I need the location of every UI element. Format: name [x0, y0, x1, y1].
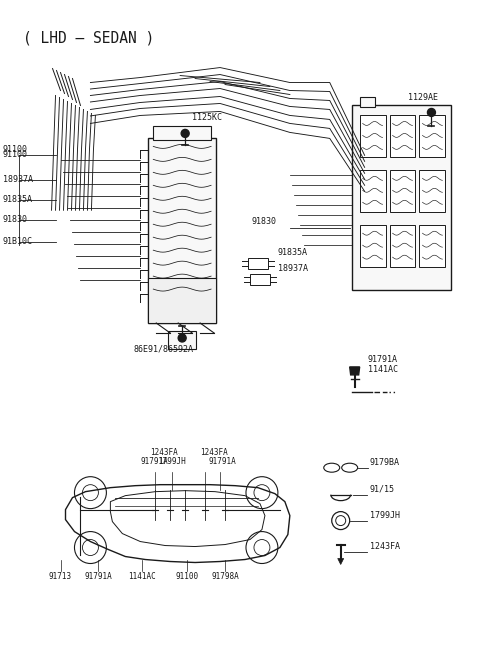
Text: 91B10C: 91B10C — [3, 237, 33, 246]
Bar — [148, 139, 216, 323]
Bar — [168, 331, 196, 349]
Bar — [360, 116, 385, 158]
Circle shape — [181, 129, 189, 137]
Bar — [360, 97, 374, 108]
Text: 91100: 91100 — [176, 572, 199, 581]
Text: ( LHD – SEDAN ): ( LHD – SEDAN ) — [23, 31, 154, 45]
Circle shape — [178, 334, 186, 342]
Text: 91835A: 91835A — [3, 194, 33, 204]
Text: 91/15: 91/15 — [370, 485, 395, 493]
Text: 1125KC: 1125KC — [192, 114, 222, 122]
Bar — [390, 170, 416, 212]
Bar — [360, 170, 385, 212]
Bar — [148, 278, 216, 323]
Text: 91798A: 91798A — [211, 572, 239, 581]
Text: 1129AE: 1129AE — [408, 93, 437, 102]
Text: 91791A: 91791A — [84, 572, 112, 581]
Text: 1799JH: 1799JH — [158, 457, 186, 466]
Text: 1141AC: 1141AC — [368, 365, 397, 374]
Bar — [420, 225, 445, 267]
Polygon shape — [350, 367, 360, 375]
Bar — [153, 126, 211, 141]
Text: 18937A: 18937A — [278, 264, 308, 273]
Bar — [390, 225, 416, 267]
Text: 86E91/86592A: 86E91/86592A — [133, 345, 193, 354]
Polygon shape — [338, 558, 344, 564]
Text: 1243FA: 1243FA — [200, 447, 228, 457]
Bar — [352, 106, 451, 290]
Text: 91100: 91100 — [3, 150, 28, 159]
Text: 1799JH: 1799JH — [370, 510, 400, 520]
Text: 91713: 91713 — [49, 572, 72, 581]
Bar — [390, 116, 416, 158]
Text: 1141AC: 1141AC — [129, 572, 156, 581]
Text: 18937A: 18937A — [3, 175, 33, 184]
Text: 91791A: 91791A — [368, 355, 397, 364]
Text: 91830: 91830 — [252, 217, 277, 226]
Text: 91791A: 91791A — [208, 457, 236, 466]
Text: 1243FA: 1243FA — [150, 447, 178, 457]
Bar — [420, 116, 445, 158]
Bar — [420, 170, 445, 212]
Text: 9179BA: 9179BA — [370, 458, 400, 466]
Text: 91835A: 91835A — [278, 248, 308, 257]
Bar — [360, 225, 385, 267]
Text: 91100: 91100 — [3, 145, 28, 154]
Text: 1243FA: 1243FA — [370, 541, 400, 551]
Circle shape — [428, 108, 435, 116]
Text: 91830: 91830 — [3, 215, 28, 224]
Bar — [250, 274, 270, 285]
Bar — [248, 258, 268, 269]
Text: 91791A: 91791A — [140, 457, 168, 466]
